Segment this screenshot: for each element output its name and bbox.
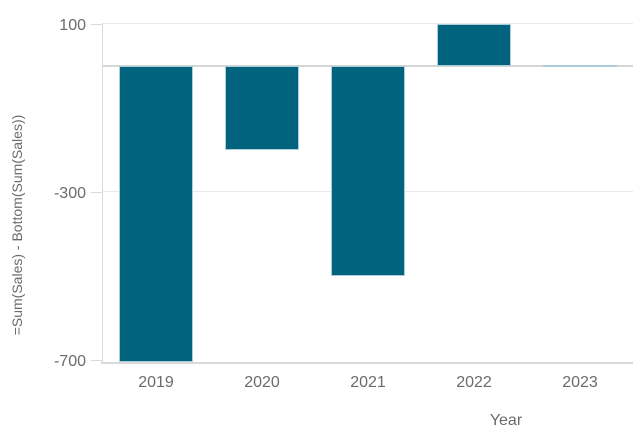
- x-tick-label-2021: 2021: [350, 374, 386, 391]
- bar-2019[interactable]: [119, 65, 193, 362]
- gridline-100: [103, 23, 633, 25]
- bar-2020[interactable]: [225, 65, 299, 150]
- x-tick-label-2022: 2022: [456, 374, 492, 391]
- plot-area: [103, 0, 633, 363]
- x-axis-title: Year: [489, 412, 523, 429]
- bar-2021[interactable]: [331, 65, 405, 276]
- x-axis-line: [101, 362, 633, 364]
- y-tick-mark--700: [91, 359, 103, 361]
- bar-2023[interactable]: [543, 64, 617, 67]
- x-tick-label-2020: 2020: [244, 374, 280, 391]
- x-tick-label-2019: 2019: [138, 374, 174, 391]
- y-tick-label--700: -700: [53, 352, 86, 370]
- y-tick-label-100: 100: [59, 16, 86, 34]
- y-tick-mark--300: [91, 191, 103, 193]
- bar-2022[interactable]: [437, 23, 511, 66]
- y-tick-label--300: -300: [53, 184, 86, 202]
- y-axis-title: =Sum(Sales) - Bottom(Sum(Sales)): [9, 114, 25, 336]
- y-axis-line: [102, 23, 103, 363]
- y-tick-mark-100: [91, 23, 103, 25]
- x-tick-label-2023: 2023: [562, 374, 598, 391]
